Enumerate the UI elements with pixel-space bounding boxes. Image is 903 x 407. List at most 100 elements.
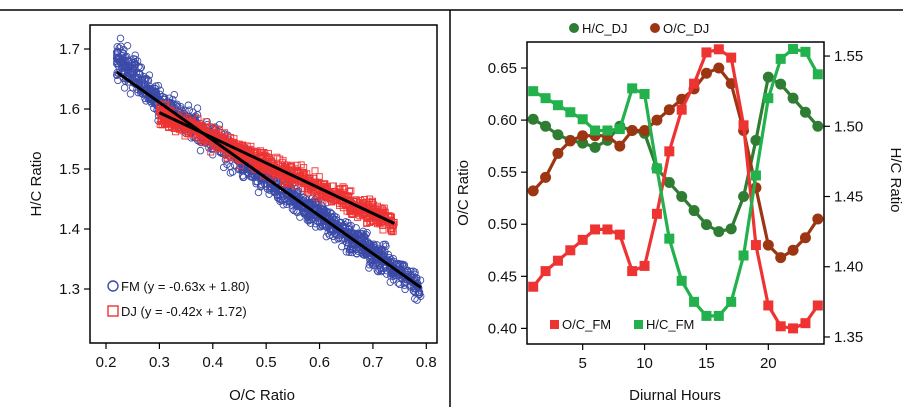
- series-point: [775, 252, 787, 264]
- legend-hc-dj-marker: [569, 23, 579, 33]
- dj-point: [320, 180, 328, 188]
- right-legend-top: H/C_DJ O/C_DJ: [569, 21, 709, 36]
- series-point: [788, 44, 799, 55]
- series-point: [602, 224, 613, 235]
- fm-point: [184, 101, 193, 110]
- left-plot-frame: [89, 24, 438, 344]
- fm-point: [372, 246, 381, 255]
- x-tick-label: 0.7: [363, 354, 384, 371]
- series-point: [528, 281, 539, 292]
- series-point: [775, 53, 786, 64]
- right-left-y-axis-label: O/C Ratio: [455, 160, 472, 226]
- dj-point: [209, 129, 217, 137]
- y-left-tick-label: 0.65: [488, 60, 517, 77]
- series-point: [527, 185, 539, 197]
- fm-point: [410, 284, 419, 293]
- legend-fm-marker: [107, 280, 119, 292]
- dj-point: [283, 179, 291, 187]
- fm-point: [378, 245, 387, 253]
- fm-point: [112, 59, 121, 68]
- fm-point: [296, 213, 304, 221]
- series-point: [590, 125, 601, 136]
- y-left-tick-label: 0.45: [488, 268, 517, 285]
- dj-point: [361, 196, 368, 203]
- fm-point: [116, 34, 125, 43]
- fm-point: [265, 190, 273, 198]
- x-tick-label: 0.6: [309, 354, 330, 371]
- x-tick-label: 0.8: [416, 354, 437, 371]
- dj-point: [223, 154, 231, 162]
- series-point: [664, 233, 675, 244]
- series-point: [540, 120, 552, 132]
- fm-point: [365, 242, 374, 250]
- series-point: [689, 296, 700, 307]
- fm-point: [352, 250, 361, 258]
- legend-dj-marker: [107, 305, 119, 317]
- series-o-c-fm: [528, 44, 823, 334]
- series-point: [726, 52, 737, 63]
- fm-point: [113, 47, 122, 56]
- series-point: [700, 219, 712, 231]
- fm-point: [127, 67, 136, 76]
- dj-point: [376, 218, 384, 225]
- fm-point: [121, 64, 130, 72]
- fm-point: [196, 146, 205, 155]
- dj-point: [368, 198, 376, 206]
- fm-point: [122, 75, 130, 83]
- fm-point: [322, 232, 331, 241]
- series-point: [689, 78, 700, 89]
- series-point: [527, 113, 539, 125]
- fm-point: [170, 90, 179, 99]
- fm-fit-line: [115, 70, 422, 289]
- series-line: [532, 74, 820, 234]
- fm-point: [292, 207, 301, 215]
- x-tick-label: 0.2: [96, 354, 117, 371]
- series-point: [812, 300, 823, 311]
- y-tick-label: 1.5: [59, 161, 80, 178]
- left-y-ticks: 1.3 1.4 1.5 1.6 1.7: [59, 41, 90, 298]
- series-point: [738, 250, 749, 261]
- dj-point: [388, 228, 396, 236]
- fm-point: [306, 212, 315, 221]
- series-point: [738, 120, 749, 131]
- fm-point: [131, 55, 140, 64]
- dj-point: [194, 114, 202, 122]
- series-point: [552, 255, 563, 266]
- series-point: [590, 224, 601, 235]
- fm-point: [366, 258, 375, 267]
- series-point: [639, 88, 650, 99]
- x-tick-label: 0.3: [149, 354, 170, 371]
- fm-point: [120, 84, 129, 92]
- legend-oc-dj-label: O/C_DJ: [663, 21, 709, 36]
- dj-point: [260, 172, 268, 180]
- series-point: [701, 47, 712, 58]
- fm-point: [401, 285, 409, 294]
- right-x-ticks: 5 10 15 20: [579, 344, 777, 372]
- dj-point: [345, 188, 353, 195]
- dj-point: [207, 148, 215, 156]
- fm-point: [394, 279, 402, 287]
- series-point: [775, 321, 786, 332]
- fm-point: [352, 224, 360, 232]
- dj-point: [366, 213, 374, 221]
- y-right-tick-label: 1.35: [834, 329, 863, 346]
- left-x-axis-label: O/C Ratio: [229, 387, 295, 404]
- series-point: [651, 163, 662, 174]
- y-right-tick-label: 1.50: [834, 118, 863, 135]
- fm-point: [375, 266, 384, 274]
- right-left-y-ticks: 0.40 0.45 0.50 0.55 0.60 0.65: [488, 60, 527, 337]
- fm-point: [396, 260, 404, 269]
- series-point: [651, 114, 663, 126]
- series-point: [799, 106, 811, 118]
- fm-point: [365, 239, 374, 248]
- series-point: [663, 104, 675, 116]
- dj-point: [335, 189, 343, 197]
- series-point: [812, 69, 823, 80]
- fm-point: [262, 182, 270, 191]
- dj-point: [274, 169, 282, 177]
- series-point: [552, 147, 564, 159]
- dj-point: [215, 125, 223, 133]
- series-point: [627, 83, 638, 94]
- series-point: [552, 100, 563, 111]
